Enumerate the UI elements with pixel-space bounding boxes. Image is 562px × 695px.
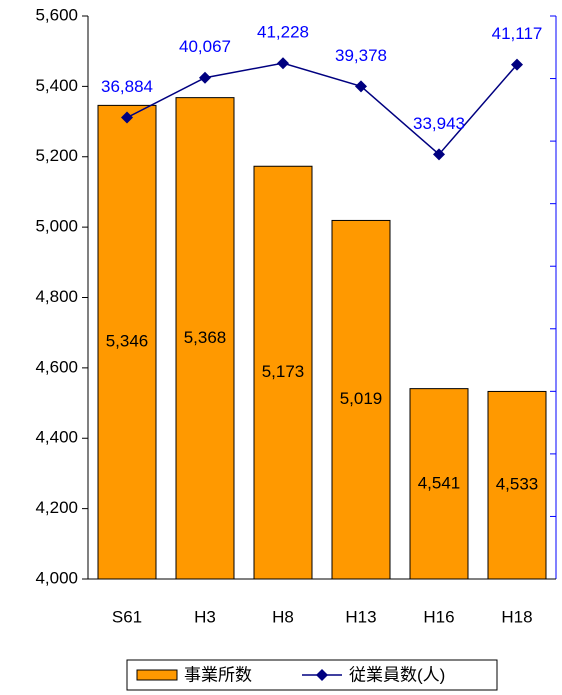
x-tick-label: H3 (194, 607, 216, 626)
bar (409, 388, 469, 580)
line-marker (355, 80, 367, 93)
line-value-label: 39,378 (335, 46, 387, 65)
line-value-label: 33,943 (413, 114, 465, 133)
bar-value-label: 5,368 (184, 328, 227, 347)
line-marker (277, 57, 289, 70)
y-tick-label: 4,400 (35, 428, 78, 447)
bar (331, 219, 391, 580)
line-value-label: 40,067 (179, 37, 231, 56)
line-marker (199, 71, 211, 84)
legend-swatch (136, 669, 178, 681)
legend-label: 従業員数(人) (349, 665, 445, 684)
line-value-label: 36,884 (101, 77, 153, 96)
bar (487, 390, 547, 580)
legend-marker (316, 669, 328, 681)
bar-value-label: 4,533 (496, 475, 539, 494)
bar (253, 165, 313, 580)
bar (97, 104, 157, 580)
y-tick-label: 4,600 (35, 357, 78, 376)
bar-value-label: 5,019 (340, 389, 383, 408)
y-tick-label: 4,000 (35, 568, 78, 587)
line-value-label: 41,228 (257, 23, 309, 42)
bar-value-label: 4,541 (418, 473, 461, 492)
y-tick-label: 4,800 (35, 287, 78, 306)
line (126, 62, 518, 156)
x-tick-label: H18 (501, 607, 532, 626)
x-tick-label: H8 (272, 607, 294, 626)
y-tick-label: 5,200 (35, 146, 78, 165)
legend-label: 事業所数 (184, 665, 252, 684)
x-tick-label: H16 (423, 607, 454, 626)
line-marker (121, 111, 133, 124)
y-tick-label: 4,200 (35, 498, 78, 517)
x-tick-label: H13 (345, 607, 376, 626)
line-marker (433, 148, 445, 161)
bar-value-label: 5,173 (262, 362, 305, 381)
y-tick-label: 5,600 (35, 5, 78, 24)
x-tick-label: S61 (112, 607, 142, 626)
y-tick-label: 5,400 (35, 76, 78, 95)
bar-value-label: 5,346 (106, 332, 149, 351)
y-tick-label: 5,000 (35, 217, 78, 236)
bar (175, 97, 235, 580)
legend: 事業所数 従業員数(人) (126, 659, 498, 691)
line-marker (511, 58, 523, 71)
line-value-label: 41,117 (492, 24, 543, 43)
